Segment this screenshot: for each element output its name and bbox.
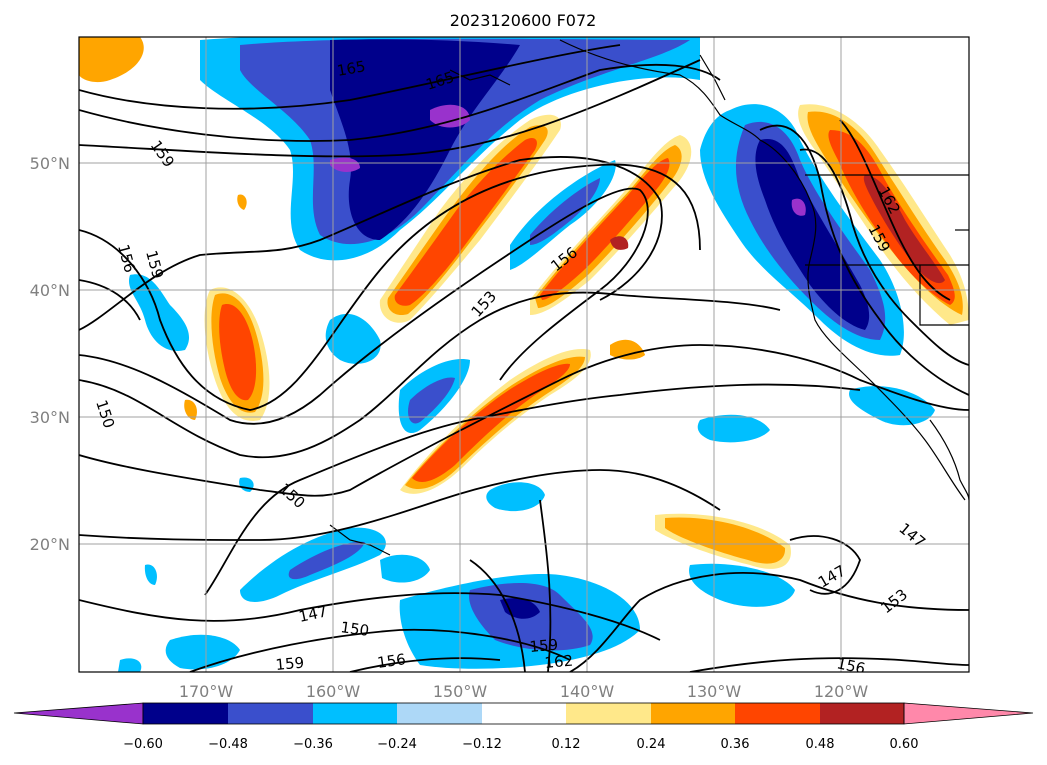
lat-label: 20°N bbox=[30, 535, 70, 554]
colorbar-segment bbox=[735, 703, 820, 724]
contour-label: 156 bbox=[376, 650, 407, 672]
colorbar-tick-label: −0.12 bbox=[462, 737, 502, 752]
contour-label: 150 bbox=[339, 618, 370, 640]
lon-label: 140°W bbox=[560, 682, 615, 701]
colorbar-segment bbox=[143, 703, 228, 724]
colorbar-segment bbox=[820, 703, 904, 724]
lon-label: 120°W bbox=[814, 682, 869, 701]
lon-label: 150°W bbox=[433, 682, 488, 701]
colorbar-extend-right bbox=[903, 702, 1034, 725]
colorbar-tick-label: 0.48 bbox=[806, 737, 835, 752]
contour-label: 162 bbox=[544, 652, 574, 672]
colorbar-tick-label: −0.48 bbox=[208, 737, 248, 752]
lon-label: 170°W bbox=[179, 682, 234, 701]
height-contours bbox=[79, 44, 969, 672]
colorbar-tick-label: −0.36 bbox=[293, 737, 333, 752]
colorbar-tick-label: 0.60 bbox=[890, 737, 919, 752]
map-panel: 165 165 159 159 156 153 156 150 150 147 … bbox=[79, 37, 969, 678]
colorbar-segment bbox=[482, 703, 566, 724]
colorbar-segment bbox=[228, 703, 313, 724]
contour-label: 165 bbox=[336, 57, 367, 80]
contour-label: 156 bbox=[835, 654, 867, 678]
colorbar-segment bbox=[313, 703, 397, 724]
colorbar-tick-label: 0.12 bbox=[552, 737, 581, 752]
latitude-labels: 50°N 40°N 30°N 20°N bbox=[30, 154, 70, 554]
figure-title: 2023120600 F072 bbox=[450, 11, 597, 30]
contour-label: 159 bbox=[529, 636, 559, 656]
colorbar-segment bbox=[651, 703, 735, 724]
longitude-labels: 170°W 160°W 150°W 140°W 130°W 120°W bbox=[179, 682, 869, 701]
coastlines bbox=[329, 39, 969, 556]
colorbar-extend-left bbox=[13, 702, 144, 725]
colorbar-tick-label: 0.36 bbox=[721, 737, 750, 752]
contour-label: 159 bbox=[275, 654, 305, 674]
colorbar-tick-label: −0.60 bbox=[123, 737, 163, 752]
lon-label: 130°W bbox=[687, 682, 742, 701]
lat-label: 30°N bbox=[30, 408, 70, 427]
colorbar-segment bbox=[397, 703, 482, 724]
lat-label: 40°N bbox=[30, 281, 70, 300]
contour-label: 147 bbox=[297, 602, 329, 626]
colorbar: −0.60 −0.48 −0.36 −0.24 −0.12 0.12 0.24 … bbox=[13, 702, 1034, 752]
map-frame bbox=[78, 36, 970, 673]
gridlines bbox=[79, 37, 969, 672]
lon-label: 160°W bbox=[306, 682, 361, 701]
lat-label: 50°N bbox=[30, 154, 70, 173]
colorbar-segment bbox=[566, 703, 651, 724]
colorbar-tick-label: −0.24 bbox=[377, 737, 417, 752]
colorbar-tick-label: 0.24 bbox=[637, 737, 666, 752]
